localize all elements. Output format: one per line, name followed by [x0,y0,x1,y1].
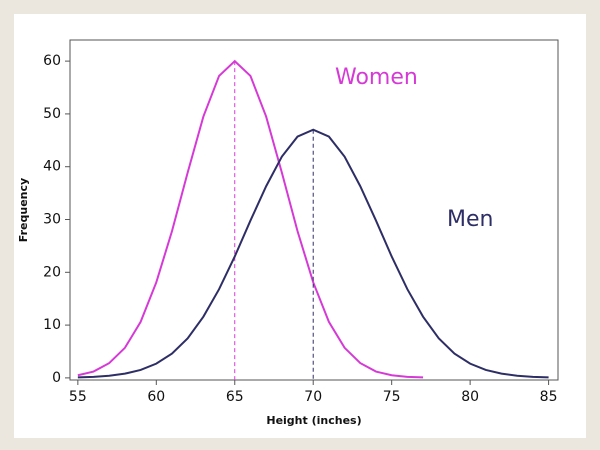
y-tick-label: 40 [43,159,61,175]
plot-area [69,39,559,381]
y-tick-label: 50 [43,106,61,122]
x-tick-label: 60 [147,389,165,405]
x-tick-label: 85 [540,389,558,405]
y-tick-label: 20 [43,264,61,280]
series-label: Women [335,65,418,90]
x-tick-label: 65 [226,389,244,405]
y-tick-label: 0 [52,370,61,386]
x-tick-label: 55 [69,389,87,405]
series-line [77,59,424,379]
x-axis-title: Height (inches) [266,414,361,427]
y-tick-label: 10 [43,317,61,333]
series-label: Men [447,207,493,232]
series-line [77,128,549,379]
x-tick-label: 80 [461,389,479,405]
y-tick-label: 60 [43,53,61,69]
y-tick-label: 30 [43,212,61,228]
x-tick-label: 70 [304,389,322,405]
x-tick-label: 75 [383,389,401,405]
y-axis-title: Frequency [17,178,30,242]
panel [14,14,586,438]
